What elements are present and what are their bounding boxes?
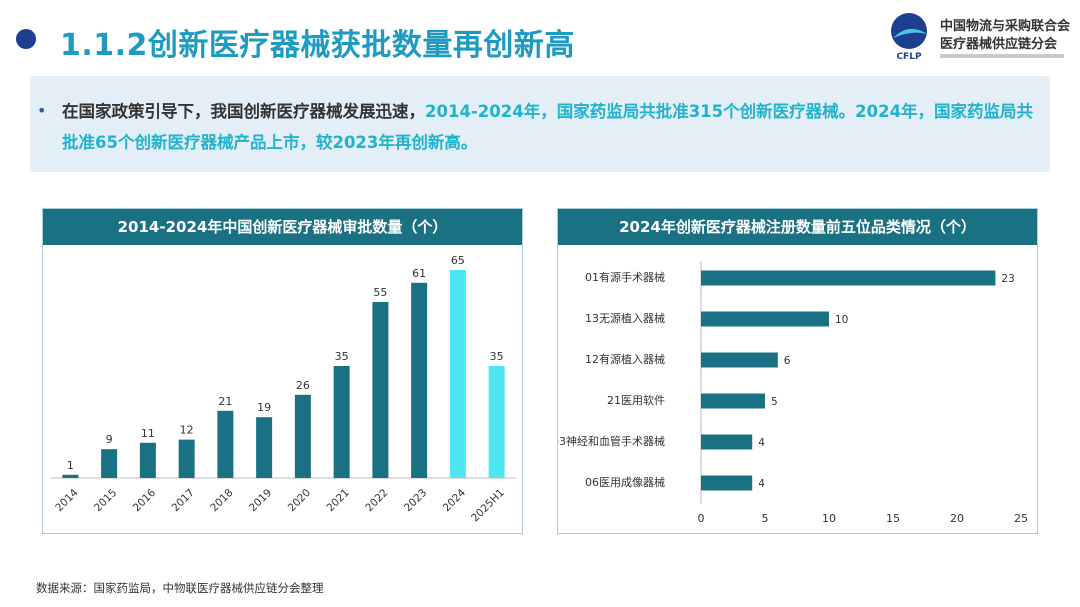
bar-2017 xyxy=(178,439,195,478)
hbar-value-label-4: 4 xyxy=(758,437,765,449)
bar-value-label-2024: 65 xyxy=(451,254,465,267)
summary-text-plain: 在国家政策引导下，我国创新医疗器械发展迅速， xyxy=(62,102,425,121)
bar-2018 xyxy=(217,410,234,478)
x-tick-20: 20 xyxy=(950,512,964,525)
hbar-0 xyxy=(701,270,996,286)
x-tick-label-2023: 2023 xyxy=(402,487,429,514)
category-label-4: 03神经和血管手术器械 xyxy=(558,434,665,448)
bar-value-label-2021: 35 xyxy=(335,350,349,363)
x-tick-label-2017: 2017 xyxy=(169,487,196,514)
bar-2023 xyxy=(411,282,428,478)
x-tick-label-2020: 2020 xyxy=(286,487,313,514)
x-tick-label-2021: 2021 xyxy=(324,487,351,514)
x-tick-label-2015: 2015 xyxy=(92,487,119,514)
bar-value-label-2018: 21 xyxy=(218,395,232,408)
x-tick-label-2022: 2022 xyxy=(363,487,390,514)
logo-subline xyxy=(940,54,1064,58)
hbar-value-label-5: 4 xyxy=(758,478,765,490)
cflp-logo-icon: CFLP xyxy=(891,13,927,62)
category-label-5: 06医用成像器械 xyxy=(585,475,665,489)
hbar-value-label-0: 23 xyxy=(1001,273,1014,285)
x-tick-label-2025H1: 2025H1 xyxy=(469,487,507,525)
category-label-2: 12有源植入器械 xyxy=(585,352,665,366)
x-tick-label-2018: 2018 xyxy=(208,487,235,514)
hbar-4 xyxy=(701,434,753,450)
hbar-5 xyxy=(701,475,753,491)
bar-value-label-2015: 9 xyxy=(106,433,113,446)
category-chart-panel: 2024年创新医疗器械注册数量前五位品类情况（个） 01有源手术器械 23 13无源… xyxy=(557,208,1038,534)
summary-bullet-icon: • xyxy=(37,101,47,120)
summary-text: 在国家政策引导下，我国创新医疗器械发展迅速，2014-2024年，国家药监局共批… xyxy=(62,96,1042,158)
bar-value-label-2019: 19 xyxy=(257,401,271,414)
bar-value-label-2023: 61 xyxy=(412,267,426,280)
bar-value-label-2017: 12 xyxy=(180,424,194,437)
logo-text-line2: 医疗器械供应链分会 xyxy=(940,37,1058,52)
x-tick-5: 5 xyxy=(762,512,769,525)
bar-2025H1 xyxy=(488,366,505,478)
summary-text-highlight: 2014-2024年，国家药监局共批准315个创新医疗器械。2024年，国家药监… xyxy=(62,102,1034,152)
bar-value-label-2014: 1 xyxy=(67,459,74,472)
approval-chart-panel: 2014-2024年中国创新医疗器械审批数量（个） 1 2014 9 2015 11 20… xyxy=(42,208,523,534)
x-tick-25: 25 xyxy=(1014,512,1028,525)
summary-box xyxy=(30,76,1050,172)
x-tick-label-2016: 2016 xyxy=(131,487,159,515)
bar-2020 xyxy=(294,394,311,478)
bar-value-label-2022: 55 xyxy=(373,286,387,299)
logo-abbr: CFLP xyxy=(896,52,921,62)
bar-2016 xyxy=(139,442,156,478)
hbar-value-label-3: 5 xyxy=(771,396,778,408)
approval-chart-title: 2014-2024年中国创新医疗器械审批数量（个） xyxy=(43,209,522,245)
bar-2022 xyxy=(372,302,389,478)
bar-2019 xyxy=(256,417,273,478)
category-hbar-chart: 01有源手术器械 23 13无源植入器械 10 12有源植入器械 6 21医用软件 5 03神经… xyxy=(558,261,1028,525)
bar-2024 xyxy=(449,270,466,478)
logo-text-line1: 中国物流与采购联合会 xyxy=(940,19,1071,34)
x-tick-0: 0 xyxy=(698,512,705,525)
category-label-3: 21医用软件 xyxy=(607,393,665,407)
category-chart-title: 2024年创新医疗器械注册数量前五位品类情况（个） xyxy=(558,209,1037,245)
hbar-3 xyxy=(701,393,765,409)
hbar-value-label-1: 10 xyxy=(835,314,848,326)
x-tick-label-2014: 2014 xyxy=(53,487,81,515)
bar-2015 xyxy=(101,449,118,478)
hbar-1 xyxy=(701,311,829,327)
x-tick-10: 10 xyxy=(822,512,836,525)
x-tick-label-2019: 2019 xyxy=(247,487,274,514)
page-title: 1.1.2创新医疗器械获批数量再创新高 xyxy=(60,28,575,63)
hbar-2 xyxy=(701,352,778,368)
x-tick-label-2024: 2024 xyxy=(441,487,469,515)
category-label-0: 01有源手术器械 xyxy=(585,270,665,284)
bar-2021 xyxy=(333,366,350,478)
title-bullet-dot xyxy=(16,29,36,49)
data-source-note: 数据来源：国家药监局，中物联医疗器械供应链分会整理 xyxy=(36,581,324,595)
approval-bar-chart: 1 2014 9 2015 11 2016 12 2017 21 2018 19 2019 26 2020… xyxy=(51,254,516,525)
bar-2014 xyxy=(62,474,79,478)
x-tick-15: 15 xyxy=(886,512,900,525)
category-label-1: 13无源植入器械 xyxy=(585,311,665,325)
bar-value-label-2020: 26 xyxy=(296,379,310,392)
bar-value-label-2016: 11 xyxy=(141,427,155,440)
hbar-value-label-2: 6 xyxy=(784,355,791,367)
bar-value-label-2025H1: 35 xyxy=(490,350,504,363)
